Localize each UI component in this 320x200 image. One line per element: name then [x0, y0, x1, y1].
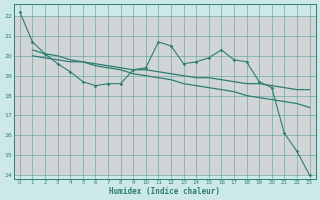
X-axis label: Humidex (Indice chaleur): Humidex (Indice chaleur) — [109, 187, 220, 196]
Bar — [13, 36, 316, 56]
Bar — [13, 76, 316, 96]
Bar — [13, 96, 316, 115]
Bar — [13, 155, 316, 175]
Bar — [13, 56, 316, 76]
Bar — [13, 115, 316, 135]
Bar — [13, 135, 316, 155]
Bar — [13, 16, 316, 36]
